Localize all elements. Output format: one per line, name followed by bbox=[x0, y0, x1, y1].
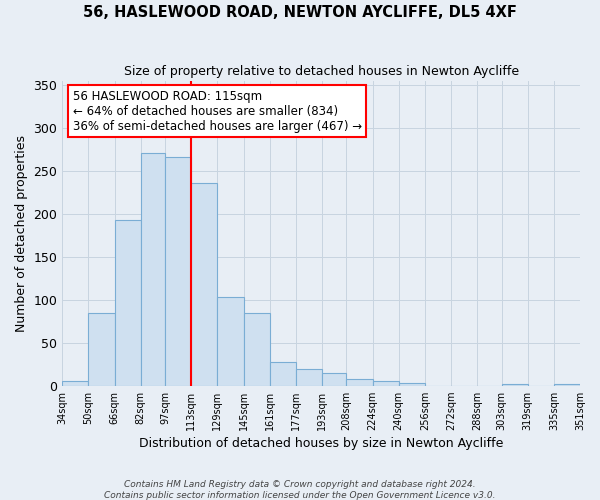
Bar bbox=[88, 314, 115, 386]
Bar bbox=[296, 370, 322, 386]
Text: 56 HASLEWOOD ROAD: 115sqm
← 64% of detached houses are smaller (834)
36% of semi: 56 HASLEWOOD ROAD: 115sqm ← 64% of detac… bbox=[73, 90, 362, 132]
Bar bbox=[191, 183, 217, 386]
Bar bbox=[140, 153, 165, 386]
Bar bbox=[346, 379, 373, 386]
Bar bbox=[322, 373, 346, 386]
Bar bbox=[165, 157, 191, 386]
Bar bbox=[399, 383, 425, 386]
Bar bbox=[270, 362, 296, 386]
Bar bbox=[244, 312, 270, 386]
Bar bbox=[373, 380, 399, 386]
Bar bbox=[217, 297, 244, 386]
Y-axis label: Number of detached properties: Number of detached properties bbox=[15, 134, 28, 332]
Bar bbox=[554, 384, 580, 386]
Bar bbox=[115, 220, 140, 386]
Bar bbox=[502, 384, 528, 386]
Text: Contains HM Land Registry data © Crown copyright and database right 2024.
Contai: Contains HM Land Registry data © Crown c… bbox=[104, 480, 496, 500]
Text: 56, HASLEWOOD ROAD, NEWTON AYCLIFFE, DL5 4XF: 56, HASLEWOOD ROAD, NEWTON AYCLIFFE, DL5… bbox=[83, 5, 517, 20]
Title: Size of property relative to detached houses in Newton Aycliffe: Size of property relative to detached ho… bbox=[124, 65, 519, 78]
X-axis label: Distribution of detached houses by size in Newton Aycliffe: Distribution of detached houses by size … bbox=[139, 437, 503, 450]
Bar bbox=[62, 380, 88, 386]
